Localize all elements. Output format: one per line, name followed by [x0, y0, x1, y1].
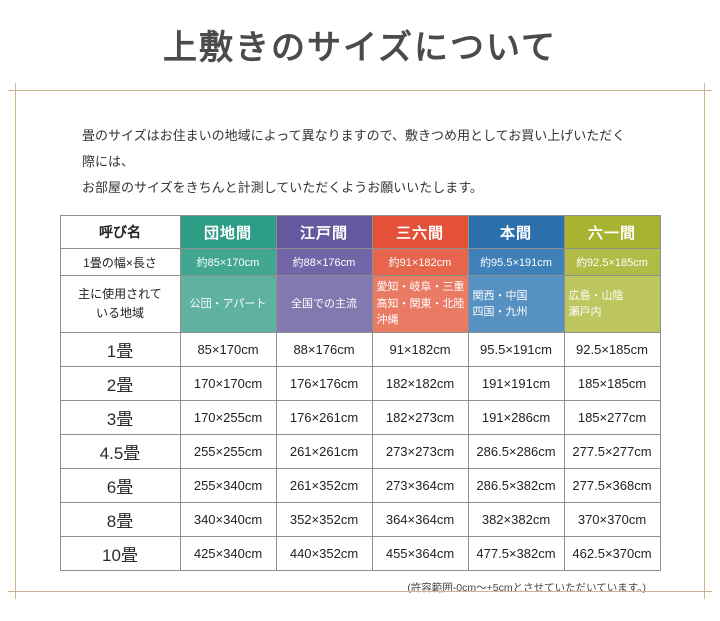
column-header-4: 六一間	[563, 215, 661, 249]
size-row-1: 2畳 170×170cm 176×176cm 182×182cm 191×191cm 18…	[59, 366, 661, 401]
size-value-5-1: 352×352cm	[275, 502, 373, 537]
table-header-row: 呼び名 団地間 江戸間 三六間 本間 六一間	[59, 215, 661, 249]
region-cell-1: 全国での主流	[275, 275, 373, 333]
width-cell-0: 約85×170cm	[179, 248, 277, 276]
size-value-4-4: 277.5×368cm	[563, 468, 661, 503]
content-frame: 畳のサイズはお住まいの地域によって異なりますので、敷きつめ用としてお買い上げいた…	[8, 83, 712, 599]
size-table: 呼び名 団地間 江戸間 三六間 本間 六一間 1畳の幅×長さ 約85×170cm 約88×176…	[59, 215, 661, 571]
size-value-3-2: 273×273cm	[371, 434, 469, 469]
size-value-0-2: 91×182cm	[371, 332, 469, 367]
intro-line-2: お部屋のサイズをきちんと計測していただくようお願いいたします。	[82, 180, 483, 195]
column-header-1: 江戸間	[275, 215, 373, 249]
size-row-label-6: 10畳	[59, 536, 181, 571]
width-cell-2: 約91×182cm	[371, 248, 469, 276]
size-value-2-3: 191×286cm	[467, 400, 565, 435]
region-row-label: 主に使用されて いる地域	[59, 275, 181, 333]
size-value-1-1: 176×176cm	[275, 366, 373, 401]
corner-header: 呼び名	[59, 215, 181, 249]
size-value-6-1: 440×352cm	[275, 536, 373, 571]
size-value-1-4: 185×185cm	[563, 366, 661, 401]
column-header-2: 三六間	[371, 215, 469, 249]
width-cell-3: 約95.5×191cm	[467, 248, 565, 276]
width-row: 1畳の幅×長さ 約85×170cm 約88×176cm 約91×182cm 約95.5×…	[59, 248, 661, 276]
size-value-2-1: 176×261cm	[275, 400, 373, 435]
column-header-0: 団地間	[179, 215, 277, 249]
size-value-6-3: 477.5×382cm	[467, 536, 565, 571]
size-value-4-3: 286.5×382cm	[467, 468, 565, 503]
size-value-4-0: 255×340cm	[179, 468, 277, 503]
size-row-0: 1畳 85×170cm 88×176cm 91×182cm 95.5×191cm 92.5…	[59, 332, 661, 367]
size-row-2: 3畳 170×255cm 176×261cm 182×273cm 191×286cm 18…	[59, 400, 661, 435]
size-value-0-4: 92.5×185cm	[563, 332, 661, 367]
size-value-2-2: 182×273cm	[371, 400, 469, 435]
size-value-6-0: 425×340cm	[179, 536, 277, 571]
size-row-6: 10畳 425×340cm 440×352cm 455×364cm 477.5×382c…	[59, 536, 661, 571]
size-row-label-3: 4.5畳	[59, 434, 181, 469]
size-value-1-2: 182×182cm	[371, 366, 469, 401]
size-row-label-5: 8畳	[59, 502, 181, 537]
region-cell-4: 広島・山陰 瀬戸内	[563, 275, 661, 333]
size-value-5-3: 382×382cm	[467, 502, 565, 537]
size-value-3-4: 277.5×277cm	[563, 434, 661, 469]
size-value-2-4: 185×277cm	[563, 400, 661, 435]
size-row-4: 6畳 255×340cm 261×352cm 273×364cm 286.5×382cm…	[59, 468, 661, 503]
size-value-0-0: 85×170cm	[179, 332, 277, 367]
size-value-3-0: 255×255cm	[179, 434, 277, 469]
region-row: 主に使用されて いる地域 公団・アパート 全国での主流 愛知・岐阜・三重 高知・関東・北陸…	[59, 275, 661, 333]
size-value-1-0: 170×170cm	[179, 366, 277, 401]
size-row-3: 4.5畳 255×255cm 261×261cm 273×273cm 286.5×286…	[59, 434, 661, 469]
size-value-4-1: 261×352cm	[275, 468, 373, 503]
size-row-label-1: 2畳	[59, 366, 181, 401]
size-value-3-1: 261×261cm	[275, 434, 373, 469]
column-header-3: 本間	[467, 215, 565, 249]
page-title: 上敷きのサイズについて	[163, 30, 557, 67]
size-row-label-4: 6畳	[59, 468, 181, 503]
intro-line-1: 畳のサイズはお住まいの地域によって異なりますので、敷きつめ用としてお買い上げいた…	[82, 128, 626, 169]
size-row-label-0: 1畳	[59, 332, 181, 367]
size-value-3-3: 286.5×286cm	[467, 434, 565, 469]
width-cell-1: 約88×176cm	[275, 248, 373, 276]
size-value-5-4: 370×370cm	[563, 502, 661, 537]
size-value-4-2: 273×364cm	[371, 468, 469, 503]
size-value-6-4: 462.5×370cm	[563, 536, 661, 571]
region-cell-2: 愛知・岐阜・三重 高知・関東・北陸 沖縄	[371, 275, 469, 333]
region-cell-0: 公団・アパート	[179, 275, 277, 333]
size-row-label-2: 3畳	[59, 400, 181, 435]
intro-text: 畳のサイズはお住まいの地域によって異なりますので、敷きつめ用としてお買い上げいた…	[8, 83, 712, 201]
size-value-5-0: 340×340cm	[179, 502, 277, 537]
width-row-label: 1畳の幅×長さ	[59, 248, 181, 276]
width-cell-4: 約92.5×185cm	[563, 248, 661, 276]
size-value-1-3: 191×191cm	[467, 366, 565, 401]
tolerance-note: (許容範囲-0cm～+5cmとさせていただいています。)	[407, 582, 646, 594]
size-value-5-2: 364×364cm	[371, 502, 469, 537]
size-row-5: 8畳 340×340cm 352×352cm 364×364cm 382×382cm 37…	[59, 502, 661, 537]
size-value-0-3: 95.5×191cm	[467, 332, 565, 367]
region-cell-3: 関西・中国 四国・九州	[467, 275, 565, 333]
size-value-6-2: 455×364cm	[371, 536, 469, 571]
size-value-0-1: 88×176cm	[275, 332, 373, 367]
size-value-2-0: 170×255cm	[179, 400, 277, 435]
